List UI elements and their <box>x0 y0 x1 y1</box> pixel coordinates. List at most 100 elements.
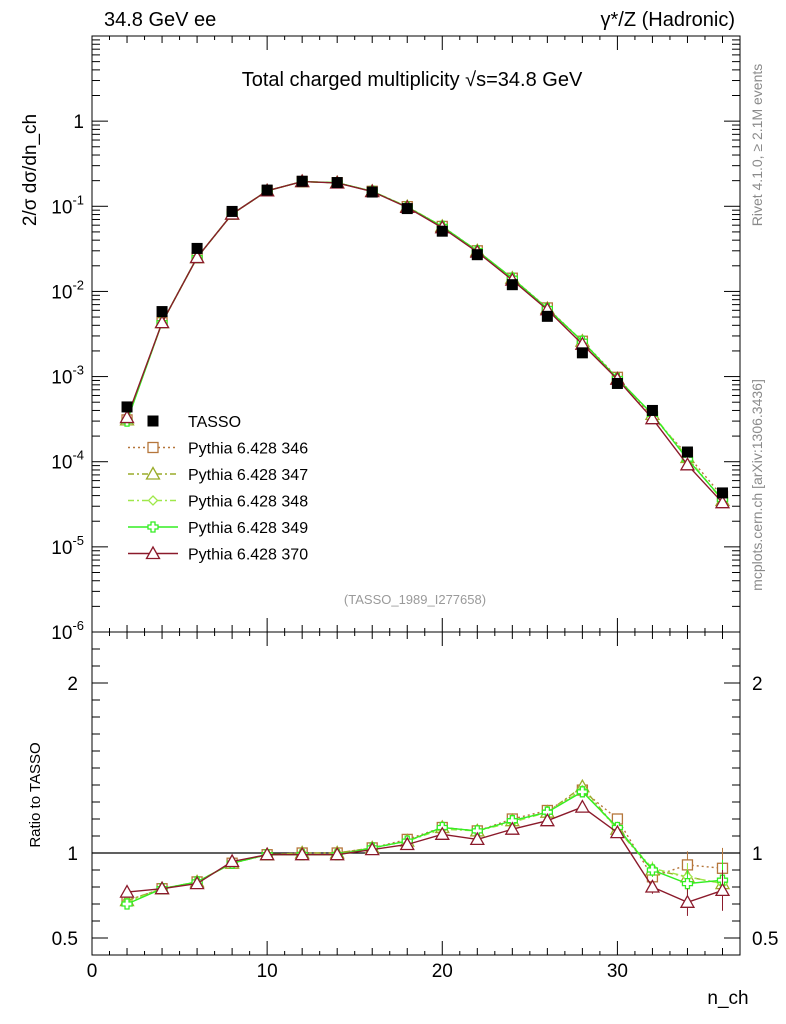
ratio-line <box>126 806 723 904</box>
ratio-pythia-6-428-347 <box>119 778 731 907</box>
ratio-point <box>364 841 380 856</box>
legend-item: Pythia 6.428 347 <box>128 466 308 484</box>
x-tick-label: 0 <box>87 961 98 982</box>
x-tick-label: 20 <box>432 961 453 982</box>
legend-item: Pythia 6.428 349 <box>128 520 308 537</box>
ratio-pythia-6-428-349 <box>121 786 729 910</box>
ratio-y-tick-label: 2 <box>67 674 78 695</box>
y-tick-label: 10-3 <box>51 363 84 389</box>
series-pythia-6-428-370 <box>119 173 731 509</box>
legend-marker <box>145 466 161 480</box>
ratio-point <box>294 846 310 861</box>
legend-item: Pythia 6.428 370 <box>128 545 308 564</box>
legend-label: TASSO <box>188 414 241 431</box>
ratio-pythia-6-428-370 <box>119 799 731 916</box>
ratio-point <box>681 877 694 890</box>
ratio-point <box>679 894 696 908</box>
watermark: (TASSO_1989_I277658) <box>344 592 486 607</box>
ratio-line <box>126 785 723 902</box>
main-plot-frame <box>91 35 741 633</box>
legend-item: TASSO <box>147 414 241 431</box>
legend-label: Pythia 6.428 349 <box>188 520 308 537</box>
ratio-pythia-6-428-348 <box>121 784 728 908</box>
data-point <box>646 404 658 416</box>
ratio-y-label: Ratio to TASSO <box>27 742 44 847</box>
legend-marker <box>147 521 159 533</box>
ratio-line <box>126 789 723 902</box>
legend-label: Pythia 6.428 346 <box>188 441 308 458</box>
ratio-y-tick-label-right: 0.5 <box>752 929 778 950</box>
data-point <box>576 347 588 359</box>
y-tick-label: 10-5 <box>51 533 84 559</box>
data-point <box>366 186 378 198</box>
series-tasso-data <box>121 175 728 499</box>
legend-marker <box>147 441 159 454</box>
side-label-rivet: Rivet 4.1.0, ≥ 2.1M events <box>749 64 765 227</box>
legend-marker <box>145 545 161 560</box>
ratio-point <box>119 884 135 898</box>
x-axis-label: n_ch <box>707 988 748 1009</box>
data-point <box>401 203 413 215</box>
data-point <box>121 401 133 413</box>
ratio-point <box>399 836 415 851</box>
x-tick-label: 10 <box>257 961 278 982</box>
data-point <box>471 249 483 261</box>
y-tick-label: 1 <box>73 112 84 133</box>
ratio-point <box>646 864 659 876</box>
ratio-point <box>121 898 133 910</box>
data-point <box>681 446 693 458</box>
ratio-point <box>609 824 626 839</box>
series-layer <box>119 173 731 509</box>
ratio-point <box>539 812 555 827</box>
y-tick-label: 10-4 <box>51 448 84 474</box>
ratio-y-tick-label-right: 1 <box>752 844 763 865</box>
ratio-point <box>504 821 520 835</box>
ratio-line <box>126 790 723 905</box>
data-point <box>716 487 728 499</box>
data-point <box>436 225 448 237</box>
series-point <box>679 456 696 471</box>
series-point <box>189 249 205 264</box>
series-point <box>154 314 170 329</box>
data-point <box>331 177 343 189</box>
ratio-point <box>154 880 170 895</box>
legend: TASSO Pythia 6.428 346 Pythia 6.428 347 Pyt… <box>128 414 308 564</box>
ratio-pythia-6-428-346 <box>121 784 729 907</box>
data-point <box>191 242 203 254</box>
ratio-point <box>714 882 731 897</box>
main-title: Total charged multiplicity √s=34.8 GeV <box>242 69 583 91</box>
ratio-point <box>224 853 240 868</box>
data-point <box>611 377 623 389</box>
y-tick-label: 10-6 <box>51 618 84 644</box>
ratio-y-tick-label-right: 2 <box>752 674 763 695</box>
main-y-label: 2/σ dσ/dn_ch <box>20 114 41 226</box>
data-point <box>541 310 553 322</box>
ratio-series-layer <box>119 778 731 916</box>
ratio-y-tick-label: 1 <box>67 844 78 865</box>
series-point <box>644 410 661 425</box>
legend-item: Pythia 6.428 346 <box>128 441 308 458</box>
ratio-plot-panel: 0 10 20 30 0.5 0.5 1 1 2 2 <box>52 631 778 982</box>
ratio-point <box>434 826 450 840</box>
ratio-point <box>644 879 661 893</box>
legend-item: Pythia 6.428 348 <box>128 494 308 511</box>
series-line <box>126 180 724 504</box>
ratio-point <box>329 846 345 861</box>
header-right: γ*/Z (Hadronic) <box>601 9 735 31</box>
data-point <box>296 175 308 187</box>
data-point <box>226 205 238 217</box>
legend-label: Pythia 6.428 347 <box>188 467 308 484</box>
legend-label: Pythia 6.428 370 <box>188 547 308 564</box>
ratio-y-tick-label: 0.5 <box>52 929 78 950</box>
ratio-point <box>469 831 485 846</box>
header-left: 34.8 GeV ee <box>104 9 216 31</box>
ratio-point <box>574 799 590 813</box>
ratio-point <box>189 875 205 890</box>
ratio-plot-frame <box>91 631 741 956</box>
series-point <box>714 494 731 509</box>
ratio-point <box>259 846 275 861</box>
series-point <box>119 409 135 424</box>
x-tick-label: 30 <box>607 961 628 982</box>
main-plot-panel: 10-6 10-5 10-4 10-3 10-2 10-1 1 <box>51 35 741 644</box>
